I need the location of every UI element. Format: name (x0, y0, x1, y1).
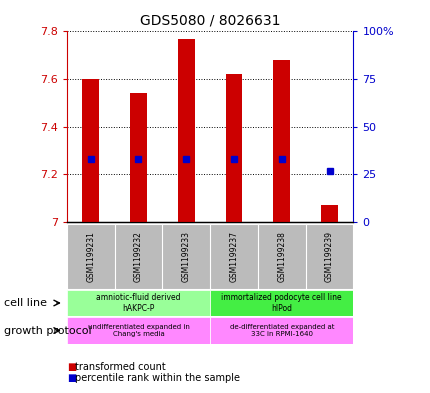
Text: ■: ■ (67, 373, 76, 383)
Text: ■: ■ (67, 362, 76, 373)
Text: GSM1199233: GSM1199233 (181, 231, 190, 282)
Text: GSM1199231: GSM1199231 (86, 231, 95, 282)
Title: GDS5080 / 8026631: GDS5080 / 8026631 (140, 13, 280, 28)
Bar (273, 60, 289, 222)
Bar (130, 94, 147, 222)
Text: GSM1199239: GSM1199239 (324, 231, 333, 282)
Bar (82, 79, 99, 222)
Text: immortalized podocyte cell line
hIPod: immortalized podocyte cell line hIPod (221, 293, 341, 313)
Text: de-differentiated expanded at
33C in RPMI-1640: de-differentiated expanded at 33C in RPM… (229, 324, 333, 337)
Text: GSM1199238: GSM1199238 (276, 231, 286, 282)
Text: GSM1199232: GSM1199232 (134, 231, 143, 282)
Text: undifferentiated expanded in
Chang's media: undifferentiated expanded in Chang's med… (87, 324, 189, 337)
Text: growth protocol: growth protocol (4, 325, 92, 336)
Text: transformed count: transformed count (75, 362, 166, 373)
Bar (178, 39, 194, 222)
Text: amniotic-fluid derived
hAKPC-P: amniotic-fluid derived hAKPC-P (96, 293, 180, 313)
Bar (225, 74, 242, 222)
Text: GSM1199237: GSM1199237 (229, 231, 238, 282)
Bar (320, 206, 337, 222)
Text: cell line: cell line (4, 298, 47, 308)
Text: percentile rank within the sample: percentile rank within the sample (75, 373, 240, 383)
